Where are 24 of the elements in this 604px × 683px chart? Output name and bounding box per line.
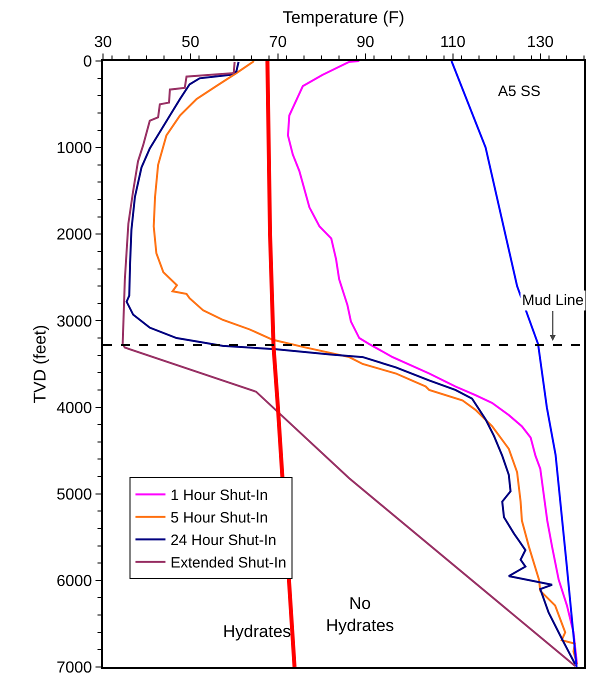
y-tick-label: 6000: [56, 573, 92, 590]
x-axis-title: Temperature (F): [282, 8, 404, 27]
legend-label: 1 Hour Shut-In: [170, 487, 268, 504]
y-tick-label: 1000: [56, 140, 92, 158]
y-tick-label: 7000: [56, 660, 92, 677]
y-axis-title: TVD (feet): [30, 324, 50, 404]
annotation: Hydrates: [223, 622, 292, 641]
x-tick-label: 50: [182, 34, 200, 51]
x-tick-label: 130: [526, 34, 554, 51]
annotation: No Hydrates: [326, 594, 394, 636]
ref-line-label: Mud Line: [522, 292, 584, 309]
x-tick-label: 30: [94, 34, 112, 51]
y-tick-label: 3000: [56, 313, 92, 330]
y-tick-label: 5000: [56, 486, 92, 504]
legend-label: 24 Hour Shut-In: [170, 532, 276, 550]
x-tick-label: 70: [269, 34, 287, 51]
x-tick-label: 110: [440, 34, 466, 51]
y-tick-label: 4000: [56, 400, 92, 417]
legend-label: Extended Shut-In: [170, 554, 286, 572]
x-tick-label: 90: [356, 34, 374, 51]
series-label: A5 SS: [498, 83, 541, 100]
y-tick-label: 2000: [56, 226, 92, 244]
legend-label: 5 Hour Shut-In: [170, 510, 268, 527]
y-tick-label: 0: [83, 54, 92, 71]
